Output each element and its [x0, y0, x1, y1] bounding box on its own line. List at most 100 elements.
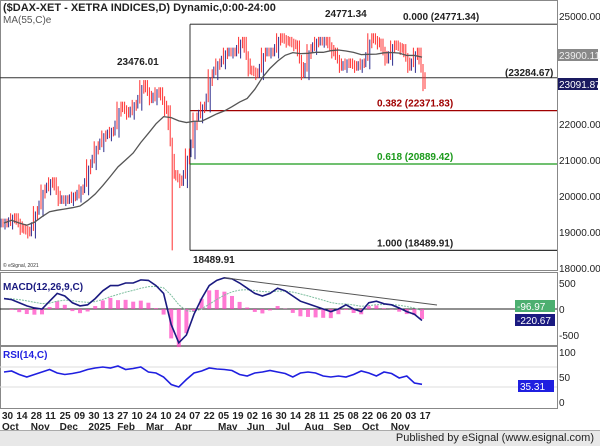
macd-histogram-bar — [40, 309, 44, 315]
macd-signal-line — [3, 285, 423, 312]
price-tick-label: 22000.00 — [559, 120, 600, 131]
macd-histogram-bar — [184, 309, 189, 334]
macd-histogram-bar — [70, 309, 75, 312]
x-tick-day: 02 — [247, 411, 259, 422]
x-tick-month: Jul — [276, 422, 291, 430]
macd-histogram-bar — [154, 308, 158, 309]
x-tick-day: 30 — [276, 411, 288, 422]
x-tick-month: Mar — [146, 422, 164, 430]
macd-histogram-bar — [17, 309, 22, 313]
fib-label-0.000: 0.000 (24771.34) — [403, 12, 479, 23]
rsi-title: RSI(14,C) — [3, 350, 47, 361]
x-tick-month: Dec — [60, 422, 79, 430]
x-tick-day: 25 — [333, 411, 345, 422]
x-tick-day: 05 — [218, 411, 230, 422]
macd-value-box — [515, 314, 555, 326]
x-tick-month: May — [218, 422, 238, 430]
macd-histogram-bar — [199, 298, 204, 309]
x-tick-month: Aug — [304, 422, 323, 430]
price-tick-label: 18000.00 — [559, 264, 600, 275]
macd-histogram-bar — [351, 309, 356, 314]
macd-histogram-bar — [116, 300, 120, 309]
macd-histogram-bar — [207, 290, 212, 309]
chart-title: ($DAX-XET - XETRA INDICES,D) Dynamic,0:0… — [3, 2, 276, 14]
macd-histogram-bar — [237, 301, 242, 309]
ma-label: MA(55,C)e — [3, 15, 52, 26]
macd-histogram-bar — [374, 305, 379, 309]
low-annotation: 18489.91 — [193, 255, 235, 266]
ma-value-box — [558, 49, 598, 61]
rsi-tick-label: 0 — [559, 398, 565, 409]
x-tick-day: 14 — [290, 411, 302, 422]
prior-high-annotation: 23476.01 — [117, 57, 159, 68]
macd-histogram-bar — [161, 309, 166, 315]
macd-tick-label: -500 — [559, 331, 579, 342]
macd-histogram-bar — [47, 307, 52, 309]
last-price-box — [558, 78, 598, 90]
x-tick-day: 22 — [204, 411, 216, 422]
x-tick-month: Sep — [333, 422, 351, 430]
high-annotation: 24771.34 — [325, 9, 367, 20]
macd-histogram-bar — [9, 309, 14, 310]
x-tick-day: 20 — [391, 411, 403, 422]
x-tick-day: 25 — [60, 411, 72, 422]
x-tick-day: 11 — [319, 411, 330, 422]
rsi-tick-label: 50 — [559, 373, 571, 384]
x-tick-month: Oct — [2, 422, 19, 430]
x-tick-day: 17 — [420, 411, 432, 422]
macd-histogram-bar — [192, 309, 196, 312]
macd-histogram-bar — [336, 309, 341, 315]
macd-histogram-bar — [420, 309, 424, 319]
fib-label-1.000: 1.000 (18489.91) — [377, 238, 453, 249]
macd-value: -220.67 — [517, 316, 551, 327]
macd-histogram-bar — [131, 301, 136, 309]
macd-histogram-bar — [252, 309, 257, 312]
macd-histogram-bar — [397, 309, 402, 312]
macd-histogram-bar — [290, 309, 295, 313]
x-tick-day: 24 — [175, 411, 187, 422]
x-tick-day: 14 — [16, 411, 28, 422]
fib-label-0.382: 0.382 (22371.83) — [377, 99, 453, 110]
macd-histogram-bar — [275, 306, 280, 309]
ma-value: 23900.11 — [559, 51, 600, 62]
rsi-tick-label: 100 — [559, 348, 576, 359]
x-tick-day: 19 — [232, 411, 244, 422]
x-tick-day: 13 — [103, 411, 115, 422]
x-tick-day: 22 — [362, 411, 374, 422]
macd-histogram-bar — [108, 297, 113, 309]
rsi-value: 35.31 — [520, 382, 545, 393]
x-tick-month: Nov — [391, 422, 410, 430]
x-tick-day: 07 — [189, 411, 201, 422]
macd-histogram-bar — [93, 306, 98, 309]
x-tick-day: 10 — [132, 411, 144, 422]
macd-histogram-bar — [123, 299, 128, 309]
macd-histogram-bar — [62, 304, 67, 309]
macd-histogram-bar — [245, 307, 250, 309]
publisher-text: Published by eSignal (www.esignal.com) — [395, 432, 594, 444]
macd-histogram-bar — [222, 291, 227, 309]
x-tick-month: Apr — [175, 422, 192, 430]
x-tick-day: 28 — [304, 411, 316, 422]
level-annotation: (23284.67) — [505, 68, 553, 79]
signal-value-box — [515, 300, 555, 312]
x-tick-month: 2025 — [88, 422, 111, 430]
price-tick-label: 20000.00 — [559, 192, 600, 203]
price-tick-label: 25000.00 — [559, 12, 600, 23]
x-tick-day: 30 — [2, 411, 14, 422]
x-tick-month: Jun — [247, 422, 265, 430]
panel-frame-2 — [0, 346, 558, 409]
x-tick-day: 03 — [405, 411, 417, 422]
macd-histogram-bar — [146, 302, 151, 309]
signal-value: -96.97 — [517, 302, 546, 313]
copyright: © eSignal, 2021 — [3, 262, 39, 269]
macd-histogram-bar — [298, 309, 303, 317]
macd-trendline — [224, 277, 438, 306]
x-tick-day: 06 — [376, 411, 388, 422]
panel-frame-0 — [0, 0, 558, 271]
macd-histogram-bar — [78, 309, 82, 314]
footer: Published by eSignal (www.esignal.com) — [0, 430, 600, 446]
x-tick-month: Oct — [362, 422, 379, 430]
fib-label-0.618: 0.618 (20889.42) — [377, 152, 453, 163]
macd-histogram-bar — [382, 308, 386, 309]
macd-histogram-bar — [100, 300, 105, 309]
